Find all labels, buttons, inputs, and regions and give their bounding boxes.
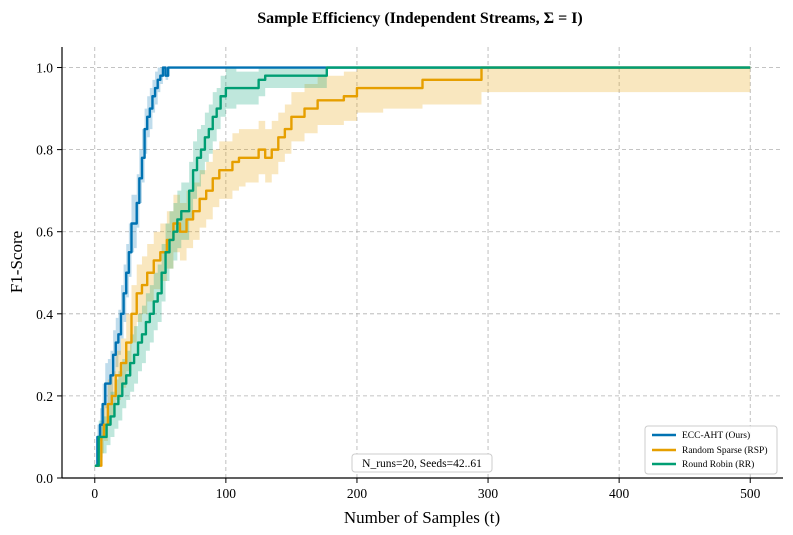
y-tick-label: 0.8 bbox=[36, 143, 53, 158]
x-tick-label: 200 bbox=[347, 486, 368, 501]
legend-label-rsp: Random Sparse (RSP) bbox=[682, 445, 768, 456]
legend-label-rr: Round Robin (RR) bbox=[682, 459, 754, 470]
y-tick-label: 0.4 bbox=[36, 307, 53, 322]
y-tick-label: 0.6 bbox=[36, 225, 53, 240]
legend-frame bbox=[644, 425, 778, 475]
y-tick-label: 1.0 bbox=[36, 61, 53, 76]
legend-label-ecc-aht: ECC-AHT (Ours) bbox=[682, 430, 750, 441]
line-ecc-aht-ours bbox=[94, 66, 751, 467]
x-tick-label: 400 bbox=[609, 486, 630, 501]
x-ticks: 0 100 200 300 400 500 bbox=[91, 478, 761, 501]
y-axis-label: F1-Score bbox=[7, 231, 26, 293]
band-ecc-aht-ours bbox=[94, 67, 751, 466]
band-round-robin-rr bbox=[94, 67, 751, 466]
y-ticks: 0.0 0.2 0.4 0.6 0.8 1.0 bbox=[36, 61, 62, 486]
series-lines bbox=[94, 66, 751, 467]
x-tick-label: 500 bbox=[740, 486, 761, 501]
chart-title: Sample Efficiency (Independent Streams, … bbox=[257, 10, 583, 27]
confidence-bands bbox=[94, 67, 751, 466]
y-tick-label: 0.0 bbox=[36, 471, 53, 486]
legend: ECC-AHT (Ours) Random Sparse (RSP) Round… bbox=[644, 425, 778, 475]
x-tick-label: 0 bbox=[91, 486, 98, 501]
annotation-frame bbox=[351, 453, 493, 473]
annotation-box: N_runs=20, Seeds=42..61 bbox=[351, 453, 493, 473]
x-tick-label: 300 bbox=[478, 486, 499, 501]
y-tick-label: 0.2 bbox=[36, 389, 53, 404]
line-random-sparse-rsp bbox=[94, 66, 751, 467]
x-tick-label: 100 bbox=[216, 486, 237, 501]
x-axis-label: Number of Samples (t) bbox=[344, 508, 500, 527]
band-random-sparse-rsp bbox=[94, 67, 751, 466]
annotation-text: N_runs=20, Seeds=42..61 bbox=[362, 458, 482, 470]
line-round-robin-rr bbox=[94, 66, 751, 467]
